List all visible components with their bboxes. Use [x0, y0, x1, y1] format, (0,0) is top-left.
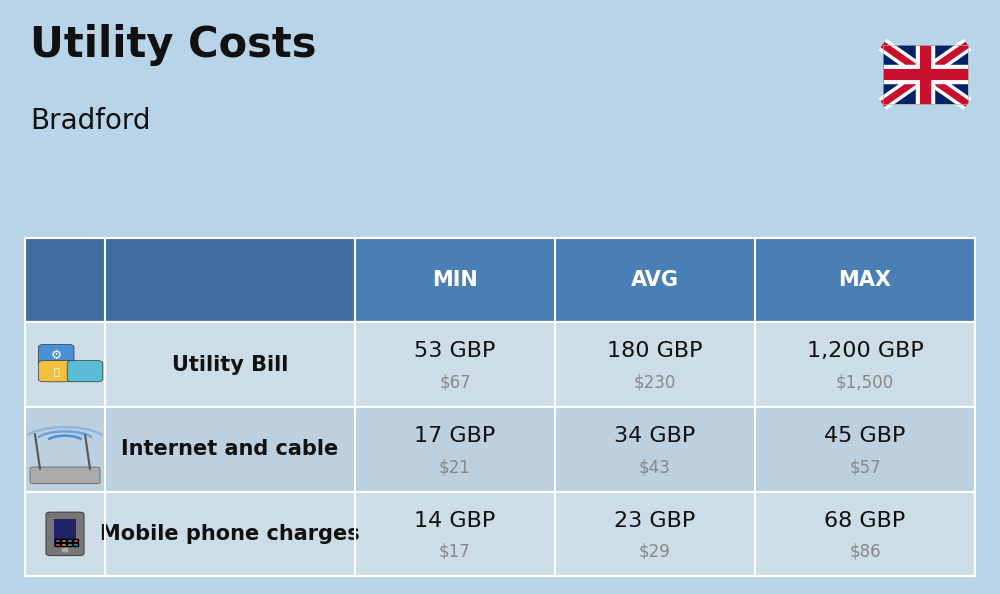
Text: $86: $86: [849, 543, 881, 561]
FancyBboxPatch shape: [54, 519, 76, 547]
Text: 53 GBP: 53 GBP: [414, 342, 496, 362]
Text: $57: $57: [849, 458, 881, 476]
Text: 34 GBP: 34 GBP: [614, 426, 696, 446]
Text: 1,200 GBP: 1,200 GBP: [807, 342, 923, 362]
Text: AVG: AVG: [631, 270, 679, 290]
FancyBboxPatch shape: [25, 322, 975, 407]
FancyBboxPatch shape: [55, 543, 60, 546]
FancyBboxPatch shape: [73, 543, 78, 546]
Text: MAX: MAX: [838, 270, 892, 290]
Text: $67: $67: [439, 374, 471, 391]
Text: Utility Costs: Utility Costs: [30, 24, 316, 66]
Text: Bradford: Bradford: [30, 107, 150, 135]
FancyBboxPatch shape: [73, 539, 78, 542]
Text: 17 GBP: 17 GBP: [414, 426, 496, 446]
Text: $17: $17: [439, 543, 471, 561]
FancyBboxPatch shape: [25, 491, 975, 576]
FancyBboxPatch shape: [38, 345, 74, 366]
Text: 45 GBP: 45 GBP: [824, 426, 906, 446]
FancyBboxPatch shape: [67, 361, 103, 382]
Text: $21: $21: [439, 458, 471, 476]
Text: 🔌: 🔌: [53, 366, 59, 376]
FancyBboxPatch shape: [25, 238, 975, 322]
Text: 23 GBP: 23 GBP: [614, 511, 696, 531]
FancyBboxPatch shape: [46, 512, 84, 555]
Text: $29: $29: [639, 543, 671, 561]
Text: $1,500: $1,500: [836, 374, 894, 391]
FancyBboxPatch shape: [55, 539, 60, 542]
FancyBboxPatch shape: [38, 361, 74, 382]
FancyBboxPatch shape: [67, 539, 72, 542]
Text: $230: $230: [634, 374, 676, 391]
Text: 14 GBP: 14 GBP: [414, 511, 496, 531]
FancyBboxPatch shape: [61, 539, 66, 542]
Circle shape: [62, 548, 68, 552]
FancyBboxPatch shape: [30, 467, 100, 484]
Text: $43: $43: [639, 458, 671, 476]
Text: Internet and cable: Internet and cable: [121, 439, 339, 459]
Text: MIN: MIN: [432, 270, 478, 290]
Text: Utility Bill: Utility Bill: [172, 355, 288, 375]
FancyBboxPatch shape: [61, 543, 66, 546]
FancyBboxPatch shape: [883, 45, 968, 104]
FancyBboxPatch shape: [25, 407, 975, 491]
Text: 68 GBP: 68 GBP: [824, 511, 906, 531]
Text: 180 GBP: 180 GBP: [607, 342, 703, 362]
Text: Mobile phone charges: Mobile phone charges: [100, 524, 360, 544]
FancyBboxPatch shape: [67, 543, 72, 546]
FancyBboxPatch shape: [25, 238, 355, 322]
Text: ⚙: ⚙: [51, 349, 62, 362]
